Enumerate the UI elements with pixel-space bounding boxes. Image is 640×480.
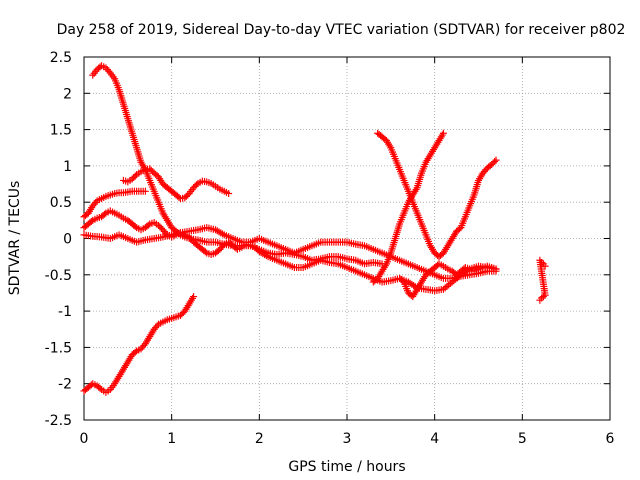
data-point [153,322,161,330]
y-tick-label: -2.5 [45,413,72,429]
x-tick-label: 3 [343,431,352,447]
data-point [492,156,500,164]
y-tick-label: 0 [63,232,72,248]
data-point [105,67,113,75]
y-tick-label: 2 [63,86,72,102]
y-tick-label: 2.5 [50,50,72,66]
x-tick-label: 2 [255,431,264,447]
x-axis-label: GPS time / hours [288,459,405,475]
data-marks [80,62,549,396]
data-point [100,210,108,218]
data-point [193,181,201,189]
data-point [492,265,500,273]
data-point [96,384,104,392]
axis-ticks [83,56,611,421]
y-tick-label: 1 [63,159,72,175]
x-tick-label: 5 [518,431,527,447]
chart-title: Day 258 of 2019, Sidereal Day-to-day VTE… [57,22,626,38]
y-axis-label: SDTVAR / TECUs [7,181,23,296]
x-tick-label: 4 [430,431,439,447]
data-point [141,187,149,195]
data-point [131,348,139,356]
y-tick-label: -1.5 [45,340,72,356]
series-track-3 [80,187,149,221]
y-tick-label: -2 [58,377,72,393]
x-tick-label: 6 [606,431,615,447]
data-point [144,221,152,229]
x-tick-label: 1 [167,431,176,447]
y-tick-label: -0.5 [45,268,72,284]
series-track-7 [374,129,500,261]
data-point [541,262,549,270]
data-point [92,198,100,206]
y-tick-label: -1 [58,304,72,320]
data-point [219,242,227,250]
series-track-8 [369,129,447,286]
series-track-10 [536,256,549,304]
series-track-2 [119,165,233,203]
series-track-9 [396,260,500,301]
y-tick-label: 1.5 [50,123,72,139]
data-point [190,293,198,301]
data-point [201,248,209,256]
data-point [539,293,547,301]
data-point [131,172,139,180]
y-tick-label: 0.5 [50,195,72,211]
data-point [131,222,139,230]
tick-labels: 0 1 2 3 4 5 6 -2.5 -2 -1.5 -1 -0.5 0 0.5 1 1.5 2 2.5 [45,50,615,447]
x-tick-label: 0 [80,431,89,447]
data-point [225,189,233,197]
data-point [491,158,499,166]
data-point [175,193,183,201]
data-point [439,129,447,137]
data-point [140,341,148,349]
data-point [87,218,95,226]
series-track-6 [80,293,198,396]
